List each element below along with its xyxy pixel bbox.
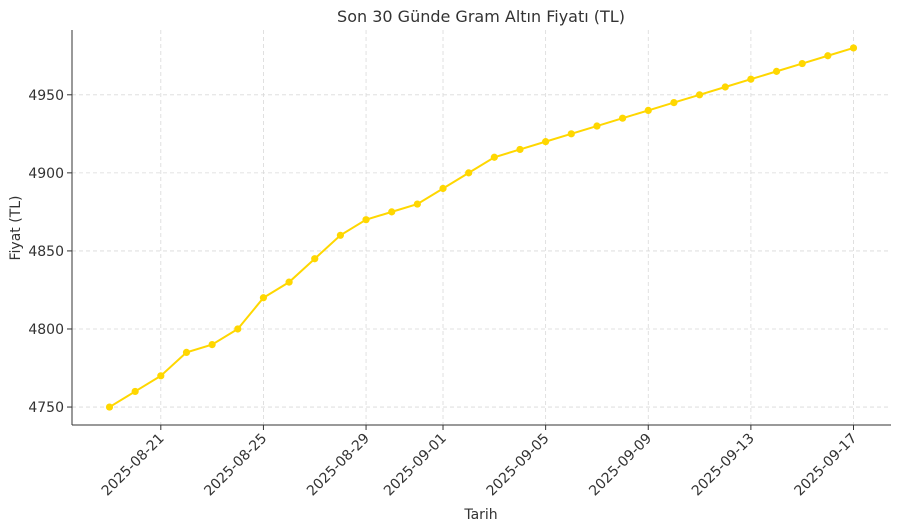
data-point [362,216,370,224]
data-point [336,231,344,239]
data-point [490,153,498,161]
data-point [695,91,704,99]
series-line [108,46,854,408]
data-point [670,99,678,107]
data-point [259,294,268,302]
data-point [234,325,242,333]
data-point [105,403,114,411]
data-point [721,83,729,91]
y-tick-label: 4950 [28,88,64,104]
data-point [413,200,421,208]
data-point [465,169,473,177]
data-point [285,278,293,286]
data-point [439,184,447,193]
data-point [849,44,858,52]
data-point [131,387,139,396]
chart-title: Son 30 Günde Gram Altın Fiyatı (TL) [337,7,625,26]
y-axis-ticks: 4750 4800 4850 4900 4950 [28,88,72,416]
data-point [772,67,781,75]
y-tick-label: 4900 [28,166,64,182]
x-tick-label: 2025-09-17 [791,431,860,500]
data-point [619,114,627,122]
data-point [157,372,165,380]
x-tick-label: 2025-09-13 [689,431,758,500]
data-point [798,59,806,68]
y-tick-label: 4850 [28,244,64,260]
data-point [311,255,319,263]
axes-frame [71,30,891,426]
data-point [824,52,832,60]
x-tick-label: 2025-08-21 [99,431,168,500]
data-point [208,340,216,349]
x-axis-ticks: 2025-08-21 2025-08-25 2025-08-29 2025-09-01… [99,425,860,500]
x-tick-label: 2025-09-01 [381,431,450,500]
data-point [567,130,575,138]
data-point [388,208,396,216]
x-axis-label: Tarih [463,507,497,523]
x-tick-label: 2025-08-25 [201,431,270,500]
data-point [644,106,652,115]
x-tick-label: 2025-09-05 [484,431,553,500]
x-tick-label: 2025-08-29 [304,431,373,500]
series-layer [105,44,858,411]
data-point [542,138,550,146]
y-axis-label: Fiyat (TL) [8,195,24,260]
data-point [516,145,524,154]
data-point [747,75,755,83]
x-tick-label: 2025-09-09 [586,431,655,500]
grid-layer [72,30,891,425]
y-tick-label: 4750 [28,400,64,416]
data-point [182,348,191,356]
y-tick-label: 4800 [28,322,64,338]
data-point [593,122,601,130]
